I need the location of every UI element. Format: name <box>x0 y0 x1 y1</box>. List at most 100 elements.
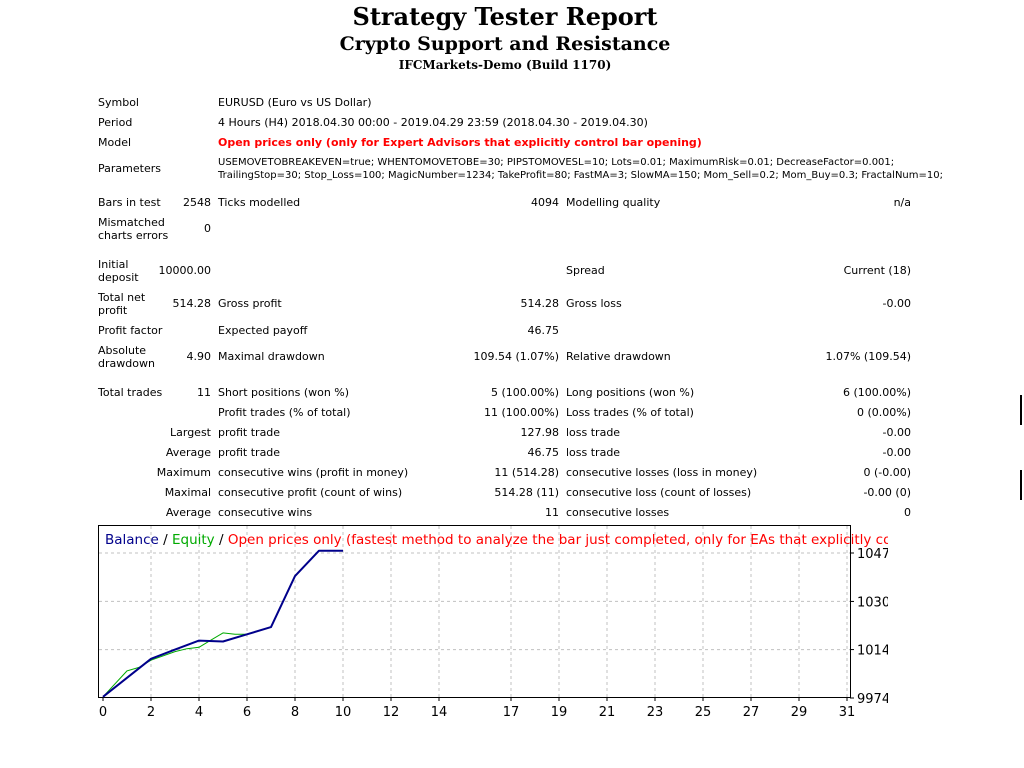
max-consecutive-wins-value: 11 (514.28) <box>494 466 559 479</box>
symbol-value: EURUSD (Euro vs US Dollar) <box>218 96 372 109</box>
max-consecutive-losses-value: 0 (-0.00) <box>863 466 911 479</box>
net-profit-value: 514.28 <box>172 297 212 310</box>
deposit-label-2: deposit <box>98 271 139 284</box>
long-positions-label: Long positions (won %) <box>566 386 695 399</box>
profit-trades-value: 11 (100.00%) <box>483 406 559 419</box>
rel-drawdown-value: 1.07% (109.54) <box>825 350 911 363</box>
largest-loss-trade-value: -0.00 <box>882 426 911 439</box>
largest-label: Largest <box>170 426 211 439</box>
x-tick-label: 14 <box>431 705 448 720</box>
legend-balance: Balance <box>105 532 159 548</box>
gross-profit-label: Gross profit <box>218 297 282 310</box>
y-axis-ticks: 10477 10309 10142 9974 <box>850 547 888 707</box>
x-tick-label: 6 <box>243 705 251 720</box>
average-loss-trade-value: -0.00 <box>882 446 911 459</box>
x-tick-label: 4 <box>195 705 203 720</box>
average-2-label: Average <box>165 506 211 519</box>
abs-drawdown-label-1: Absolute <box>98 344 147 357</box>
rel-drawdown-label: Relative drawdown <box>566 350 671 363</box>
loss-trades-label: Loss trades (% of total) <box>566 406 694 419</box>
parameters-label: Parameters <box>98 162 161 175</box>
average-profit-trade-label: profit trade <box>218 446 281 459</box>
period-value: 4 Hours (H4) 2018.04.30 00:00 - 2019.04.… <box>218 116 648 129</box>
chart-series <box>102 549 343 698</box>
loss-trades-value: 0 (0.00%) <box>856 406 911 419</box>
average-profit-trade-value: 46.75 <box>527 446 560 459</box>
y-tick-label: 10309 <box>857 595 888 610</box>
ticks-label: Ticks modelled <box>218 196 301 209</box>
chart-legend: Balance / Equity / Open prices only (fas… <box>105 532 888 548</box>
max-consecutive-losses-label: consecutive losses (loss in money) <box>566 466 758 479</box>
model-value: Open prices only (only for Expert Adviso… <box>218 136 702 149</box>
x-tick-label: 29 <box>791 705 808 720</box>
average-consecutive-losses-label: consecutive losses <box>566 506 670 519</box>
parameters-line-1: USEMOVETOBREAKEVEN=true; WHENTOMOVETOBE=… <box>218 157 895 168</box>
model-label: Model <box>98 136 132 149</box>
maximal-consecutive-loss-label: consecutive loss (count of losses) <box>566 486 752 499</box>
max-consecutive-wins-label: consecutive wins (profit in money) <box>218 466 409 479</box>
server-build: IFCMarkets-Demo (Build 1170) <box>398 58 612 72</box>
ticks-value: 4094 <box>531 196 559 209</box>
chart-grid <box>99 526 850 697</box>
average-consecutive-wins-value: 11 <box>545 506 559 519</box>
maximal-consecutive-profit-label: consecutive profit (count of wins) <box>218 486 403 499</box>
x-tick-label: 8 <box>291 705 299 720</box>
y-tick-label: 10142 <box>857 644 888 659</box>
largest-loss-trade-label: loss trade <box>566 426 621 439</box>
x-tick-label: 23 <box>647 705 664 720</box>
short-positions-value: 5 (100.00%) <box>490 386 559 399</box>
y-tick-label: 10477 <box>857 547 888 562</box>
x-tick-label: 19 <box>551 705 568 720</box>
bars-label: Bars in test <box>98 196 161 209</box>
mismatch-label-2: charts errors <box>98 229 169 242</box>
x-tick-label: 25 <box>695 705 712 720</box>
plot-area <box>98 525 851 698</box>
spread-value: Current (18) <box>843 264 911 277</box>
average-consecutive-wins-label: consecutive wins <box>218 506 313 519</box>
legend-note: Open prices only (fastest method to anal… <box>228 532 888 548</box>
quality-label: Modelling quality <box>566 196 661 209</box>
period-label: Period <box>98 116 133 129</box>
ea-name: Crypto Support and Resistance <box>339 33 671 55</box>
deposit-value: 10000.00 <box>158 264 212 277</box>
profit-factor-label: Profit factor <box>98 324 163 337</box>
legend-separator-1: / <box>159 532 172 548</box>
largest-profit-trade-label: profit trade <box>218 426 281 439</box>
total-trades-label: Total trades <box>98 386 163 399</box>
average-label: Average <box>165 446 211 459</box>
maximal-consecutive-loss-value: -0.00 (0) <box>863 486 911 499</box>
x-tick-label: 21 <box>599 705 616 720</box>
right-edge-mark-1 <box>1020 395 1022 425</box>
gross-profit-value: 514.28 <box>520 297 560 310</box>
profit-trades-label: Profit trades (% of total) <box>218 406 351 419</box>
mismatch-label-1: Mismatched <box>98 216 165 229</box>
x-tick-label: 2 <box>147 705 155 720</box>
symbol-label: Symbol <box>98 96 139 109</box>
short-positions-label: Short positions (won %) <box>218 386 350 399</box>
expected-payoff-value: 46.75 <box>527 324 560 337</box>
spread-label: Spread <box>566 264 605 277</box>
x-tick-label: 31 <box>839 705 856 720</box>
x-tick-label: 17 <box>503 705 520 720</box>
balance-line <box>102 549 343 698</box>
net-profit-label-2: profit <box>98 304 128 317</box>
right-edge-mark-2 <box>1020 470 1022 500</box>
x-axis-ticks: 0 2 4 6 8 10 12 14 17 19 21 23 25 27 29 31 <box>99 697 855 720</box>
bars-value: 2548 <box>183 196 211 209</box>
max-drawdown-label: Maximal drawdown <box>218 350 325 363</box>
legend-separator-2: / <box>215 532 228 548</box>
abs-drawdown-value: 4.90 <box>186 350 212 363</box>
total-trades-value: 11 <box>197 386 211 399</box>
y-tick-label: 9974 <box>857 692 888 707</box>
largest-profit-trade-value: 127.98 <box>520 426 560 439</box>
report-title: Strategy Tester Report <box>352 2 658 31</box>
quality-value: n/a <box>893 196 911 209</box>
x-tick-label: 0 <box>99 705 107 720</box>
abs-drawdown-label-2: drawdown <box>98 357 155 370</box>
balance-equity-chart: Balance / Equity / Open prices only (fas… <box>98 525 888 720</box>
expected-payoff-label: Expected payoff <box>218 324 308 337</box>
x-tick-label: 12 <box>383 705 400 720</box>
gross-loss-label: Gross loss <box>566 297 622 310</box>
max-drawdown-value: 109.54 (1.07%) <box>473 350 559 363</box>
gross-loss-value: -0.00 <box>882 297 911 310</box>
